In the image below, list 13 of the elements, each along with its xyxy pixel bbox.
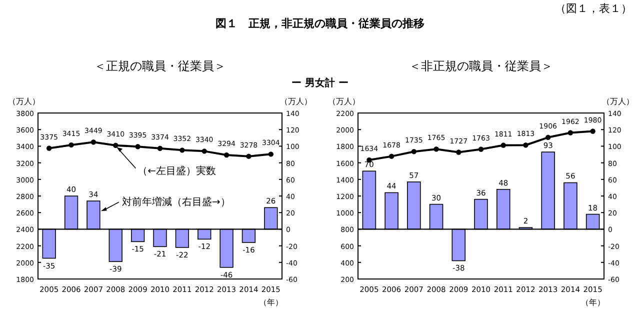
caption: 図１ 正規，非正規の職員・従業員の推移 [216,17,424,30]
x-axis-title: （年） [580,298,605,307]
chart-title: ＜正規の職員・従業員＞ [94,59,226,73]
text: （図１，表１） [555,2,632,15]
y2-axis-title: （万人） [602,97,634,106]
x-axis-title: （年） [258,298,283,307]
y2-axis-title: （万人） [280,97,312,106]
annotation: （←左目盛）実数 [138,165,216,178]
y-axis-title: （万人） [8,97,40,106]
annotation: 対前年増減（右目盛→） [122,196,230,208]
chart-title: ＜非正規の職員・従業員＞ [409,59,553,73]
text: ー 男女計 ー [292,77,348,89]
y-axis-title: （万人） [328,97,360,106]
